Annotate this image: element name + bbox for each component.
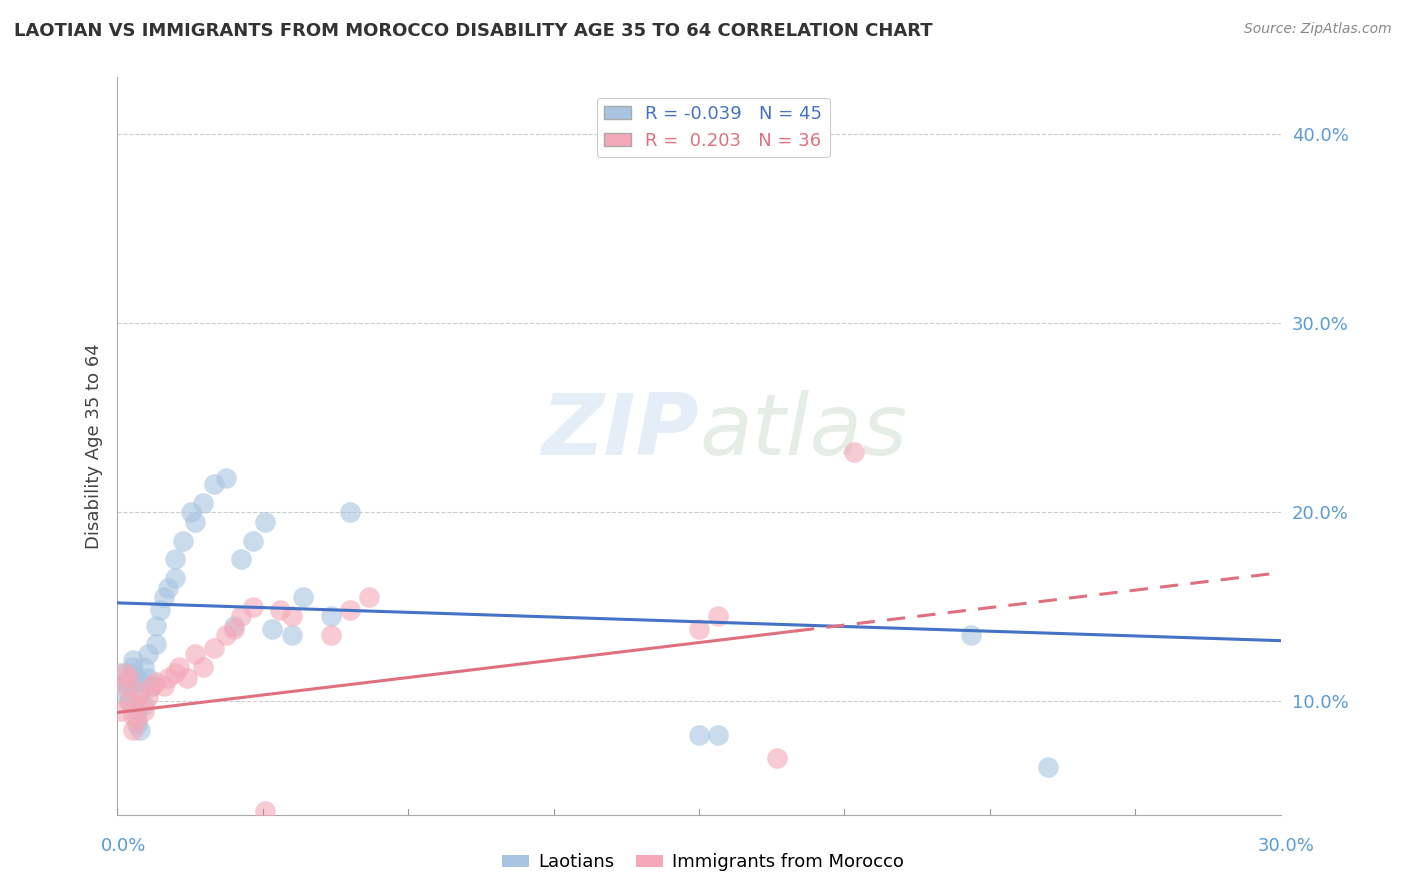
Point xyxy=(688,728,710,742)
Point xyxy=(707,728,730,742)
Point xyxy=(319,609,342,624)
Point xyxy=(118,679,141,693)
Point xyxy=(191,496,214,510)
Point xyxy=(280,628,302,642)
Point xyxy=(156,672,179,686)
Point xyxy=(129,723,152,737)
Point xyxy=(359,591,381,605)
Point xyxy=(269,603,291,617)
Point xyxy=(145,637,167,651)
Point xyxy=(319,628,342,642)
Point xyxy=(149,603,172,617)
Point xyxy=(339,603,361,617)
Point xyxy=(134,660,156,674)
Point xyxy=(110,665,132,680)
Point xyxy=(134,698,156,712)
Point xyxy=(959,628,981,642)
Point xyxy=(121,660,143,674)
Point xyxy=(118,672,141,686)
Point xyxy=(129,684,152,698)
Point xyxy=(280,609,302,624)
Text: 30.0%: 30.0% xyxy=(1258,837,1315,855)
Point xyxy=(253,515,276,529)
Point xyxy=(339,505,361,519)
Point xyxy=(165,552,187,566)
Point xyxy=(136,690,159,705)
Point xyxy=(167,660,190,674)
Point xyxy=(1036,760,1059,774)
Point xyxy=(222,618,245,632)
Point xyxy=(114,684,136,698)
Point xyxy=(231,609,253,624)
Point xyxy=(125,698,148,712)
Text: 0.0%: 0.0% xyxy=(101,837,146,855)
Point xyxy=(145,618,167,632)
Point xyxy=(242,533,264,548)
Y-axis label: Disability Age 35 to 64: Disability Age 35 to 64 xyxy=(86,343,103,549)
Point xyxy=(118,694,141,708)
Point xyxy=(114,679,136,693)
Text: Source: ZipAtlas.com: Source: ZipAtlas.com xyxy=(1244,22,1392,37)
Point xyxy=(172,533,194,548)
Point xyxy=(114,665,136,680)
Point xyxy=(125,704,148,718)
Point xyxy=(242,599,264,614)
Point xyxy=(125,713,148,727)
Point xyxy=(215,471,238,485)
Legend: Laotians, Immigrants from Morocco: Laotians, Immigrants from Morocco xyxy=(495,847,911,879)
Point xyxy=(222,623,245,637)
Point xyxy=(121,709,143,723)
Point xyxy=(121,652,143,666)
Point xyxy=(165,665,187,680)
Point xyxy=(184,515,207,529)
Point xyxy=(165,571,187,585)
Point xyxy=(134,704,156,718)
Point xyxy=(156,581,179,595)
Point xyxy=(141,679,163,693)
Point xyxy=(141,679,163,693)
Legend: R = -0.039   N = 45, R =  0.203   N = 36: R = -0.039 N = 45, R = 0.203 N = 36 xyxy=(596,97,830,157)
Point xyxy=(136,672,159,686)
Point xyxy=(136,647,159,661)
Point xyxy=(262,623,284,637)
Point xyxy=(129,684,152,698)
Point xyxy=(118,694,141,708)
Point xyxy=(110,704,132,718)
Point xyxy=(180,505,202,519)
Text: atlas: atlas xyxy=(699,390,907,473)
Point xyxy=(215,628,238,642)
Point xyxy=(231,552,253,566)
Point xyxy=(292,591,315,605)
Point xyxy=(707,609,730,624)
Point xyxy=(202,641,225,656)
Text: ZIP: ZIP xyxy=(541,390,699,473)
Point xyxy=(844,444,866,458)
Point xyxy=(765,751,787,765)
Point xyxy=(202,476,225,491)
Point xyxy=(129,675,152,690)
Point xyxy=(184,647,207,661)
Text: LAOTIAN VS IMMIGRANTS FROM MOROCCO DISABILITY AGE 35 TO 64 CORRELATION CHART: LAOTIAN VS IMMIGRANTS FROM MOROCCO DISAB… xyxy=(14,22,932,40)
Point xyxy=(688,623,710,637)
Point xyxy=(152,679,174,693)
Point xyxy=(145,675,167,690)
Point xyxy=(152,591,174,605)
Point xyxy=(176,672,198,686)
Point xyxy=(125,716,148,731)
Point xyxy=(121,723,143,737)
Point xyxy=(121,665,143,680)
Point xyxy=(125,672,148,686)
Point xyxy=(191,660,214,674)
Point xyxy=(114,675,136,690)
Point xyxy=(253,804,276,818)
